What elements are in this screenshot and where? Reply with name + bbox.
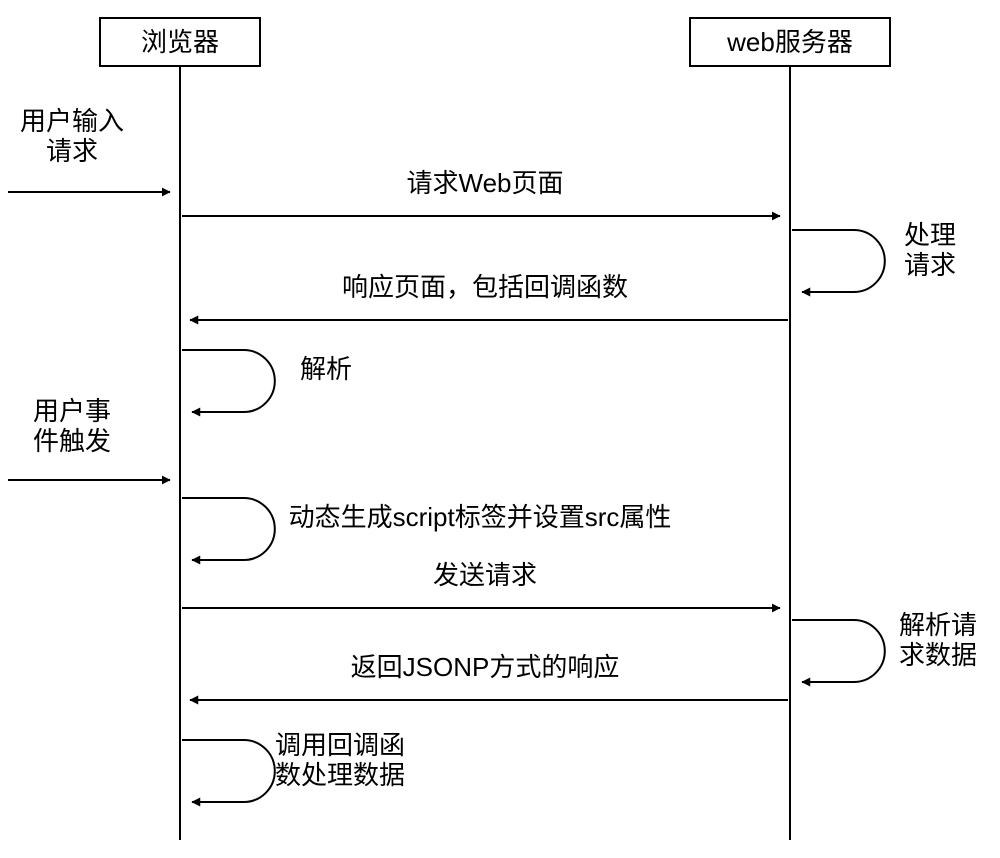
- external-label-1: 用户事件触发: [33, 396, 111, 456]
- self-loop-label-3: 解析: [300, 354, 352, 384]
- participant-label-server: web服务器: [726, 27, 853, 57]
- self-loop-label-8: 调用回调函数处理数据: [275, 730, 405, 790]
- self-loop-label-1: 处理请求: [904, 220, 956, 280]
- message-label-2: 响应页面，包括回调函数: [342, 272, 628, 302]
- self-loop-label-4: 动态生成script标签并设置src属性: [289, 502, 672, 532]
- message-label-5: 发送请求: [433, 560, 537, 590]
- message-label-7: 返回JSONP方式的响应: [351, 652, 620, 682]
- message-label-0: 请求Web页面: [407, 168, 564, 198]
- self-loop-label-6: 解析请求数据: [899, 610, 977, 670]
- sequence-diagram: 浏览器web服务器用户输入请求用户事件触发请求Web页面处理请求响应页面，包括回…: [0, 0, 1000, 853]
- participant-label-browser: 浏览器: [141, 27, 219, 57]
